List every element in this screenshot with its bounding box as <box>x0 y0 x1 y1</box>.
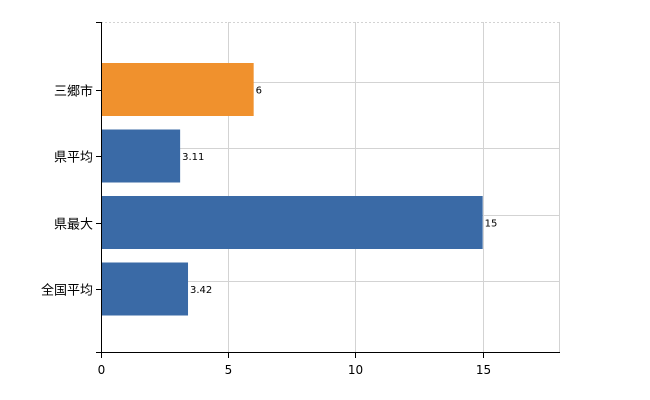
x-tick-label: 5 <box>225 363 233 377</box>
bar-3 <box>101 196 483 249</box>
bar-2 <box>101 129 181 183</box>
axes <box>96 22 560 358</box>
category-label: 県平均 <box>54 151 93 166</box>
data-label: 6 <box>256 86 262 97</box>
category-label: 全国平均 <box>41 283 93 299</box>
data-label: 3.42 <box>190 285 212 296</box>
category-label: 県最大 <box>54 218 93 233</box>
data-label: 15 <box>485 219 498 230</box>
x-tick-label: 0 <box>98 363 106 377</box>
data-label: 3.11 <box>182 152 204 163</box>
x-tick-label: 15 <box>476 363 491 377</box>
x-tick-label: 10 <box>348 363 363 377</box>
bar-4 <box>101 262 189 316</box>
bars <box>101 63 483 316</box>
category-label: 三郷市 <box>54 84 93 100</box>
bar-1 <box>101 63 254 116</box>
